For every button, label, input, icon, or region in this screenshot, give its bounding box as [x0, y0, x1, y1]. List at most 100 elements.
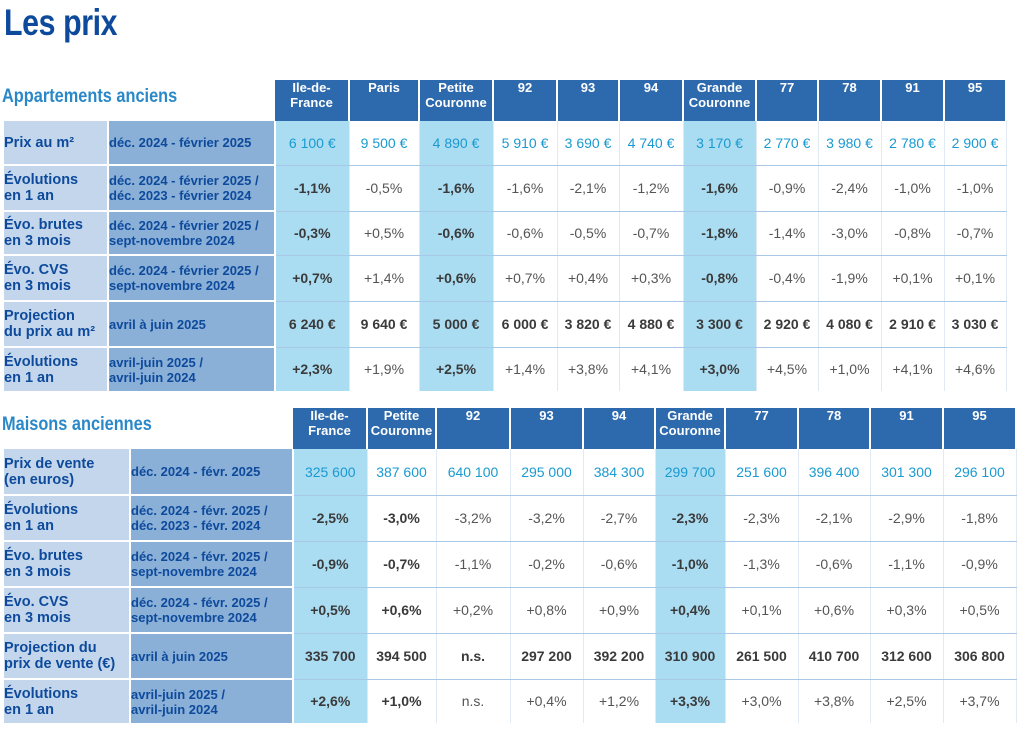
value-cell: +1,9%	[349, 347, 420, 391]
value-cell: 387 600	[367, 449, 437, 496]
value-cell: -1,1%	[436, 541, 511, 588]
value-cell: +1,0%	[818, 347, 882, 391]
value-cell: -3,2%	[510, 495, 584, 542]
row-label: Projection du prix de vente (€)	[4, 633, 131, 680]
value-cell: +4,1%	[619, 347, 684, 391]
houses-row: Prix de vente (en euros) déc. 2024 - févr.…	[4, 449, 1017, 496]
value-cell: -1,6%	[493, 165, 558, 212]
row-label: Évo. CVS en 3 mois	[4, 255, 109, 302]
value-cell: 335 700	[293, 633, 368, 680]
value-cell: -0,2%	[510, 541, 584, 588]
value-cell: -0,6%	[419, 211, 494, 256]
value-cell: -0,6%	[583, 541, 656, 588]
house-col-header: 92	[436, 408, 511, 449]
row-period: déc. 2024 - févr. 2025 /sept-novembre 20…	[130, 587, 294, 634]
row-label: Évo. CVS en 3 mois	[4, 587, 131, 634]
house-col-header: 95	[943, 408, 1017, 449]
value-cell: +2,5%	[419, 347, 494, 391]
value-cell: 4 080 €	[818, 301, 882, 348]
value-cell: -1,6%	[419, 165, 494, 212]
houses-row: Évolutions en 1 an déc. 2024 - févr. 2025 …	[4, 495, 1017, 542]
value-cell: 4 890 €	[419, 121, 494, 166]
apt-col-header: 93	[557, 80, 620, 121]
value-cell: 5 910 €	[493, 121, 558, 166]
row-period: déc. 2024 - février 2025 /sept-novembre …	[108, 255, 276, 302]
value-cell: -0,8%	[881, 211, 945, 256]
value-cell: +3,3%	[655, 679, 726, 723]
house-col-header: 93	[510, 408, 584, 449]
value-cell: -2,9%	[870, 495, 944, 542]
house-col-header: 94	[583, 408, 656, 449]
value-cell: -1,3%	[725, 541, 799, 588]
apartments-section-title: Appartements anciens	[2, 86, 178, 107]
value-cell: +2,3%	[275, 347, 350, 391]
row-period: déc. 2024 - février 2025	[108, 121, 276, 166]
value-cell: -0,9%	[756, 165, 819, 212]
value-cell: +3,7%	[943, 679, 1017, 723]
value-cell: 394 500	[367, 633, 437, 680]
value-cell: +0,7%	[275, 255, 350, 302]
apt-col-header: 77	[756, 80, 819, 121]
value-cell: 306 800	[943, 633, 1017, 680]
house-col-header: Grande Couronne	[655, 408, 726, 449]
apartments-row: Évo. CVS en 3 mois déc. 2024 - février 202…	[4, 255, 1007, 302]
value-cell: +0,4%	[510, 679, 584, 723]
apartments-row: Évo. brutes en 3 mois déc. 2024 - février …	[4, 211, 1007, 256]
value-cell: 3 980 €	[818, 121, 882, 166]
houses-section-title: Maisons anciennes	[2, 414, 152, 435]
apt-col-header: 91	[881, 80, 945, 121]
value-cell: +0,3%	[619, 255, 684, 302]
value-cell: 2 920 €	[756, 301, 819, 348]
value-cell: -1,1%	[275, 165, 350, 212]
value-cell: 384 300	[583, 449, 656, 496]
value-cell: -1,6%	[683, 165, 757, 212]
value-cell: 261 500	[725, 633, 799, 680]
value-cell: 3 030 €	[944, 301, 1007, 348]
value-cell: 6 240 €	[275, 301, 350, 348]
apt-col-header: 95	[944, 80, 1007, 121]
value-cell: 297 200	[510, 633, 584, 680]
value-cell: 9 640 €	[349, 301, 420, 348]
value-cell: 4 880 €	[619, 301, 684, 348]
houses-row: Évo. CVS en 3 mois déc. 2024 - févr. 2025 …	[4, 587, 1017, 634]
value-cell: +3,8%	[798, 679, 871, 723]
row-period: déc. 2024 - février 2025 /déc. 2023 - fé…	[108, 165, 276, 212]
value-cell: -3,0%	[818, 211, 882, 256]
value-cell: 3 690 €	[557, 121, 620, 166]
row-label: Évolutions en 1 an	[4, 679, 131, 723]
value-cell: 325 600	[293, 449, 368, 496]
value-cell: +1,4%	[349, 255, 420, 302]
value-cell: -1,2%	[619, 165, 684, 212]
value-cell: 251 600	[725, 449, 799, 496]
house-col-header: Petite Couronne	[367, 408, 437, 449]
houses-row: Projection du prix de vente (€) avril à ju…	[4, 633, 1017, 680]
value-cell: +0,5%	[349, 211, 420, 256]
value-cell: +0,5%	[293, 587, 368, 634]
row-label: Évo. brutes en 3 mois	[4, 211, 109, 256]
value-cell: -1,0%	[944, 165, 1007, 212]
apt-col-header: 92	[493, 80, 558, 121]
value-cell: -1,8%	[943, 495, 1017, 542]
house-col-header: 77	[725, 408, 799, 449]
apt-col-header: Grande Couronne	[683, 80, 757, 121]
value-cell: +1,0%	[367, 679, 437, 723]
value-cell: +0,2%	[436, 587, 511, 634]
value-cell: -1,8%	[683, 211, 757, 256]
value-cell: -3,2%	[436, 495, 511, 542]
value-cell: 4 740 €	[619, 121, 684, 166]
value-cell: -1,4%	[756, 211, 819, 256]
value-cell: -3,0%	[367, 495, 437, 542]
apt-col-header: 94	[619, 80, 684, 121]
value-cell: 3 170 €	[683, 121, 757, 166]
value-cell: 2 900 €	[944, 121, 1007, 166]
apt-col-header: Petite Couronne	[419, 80, 494, 121]
row-label: Projection du prix au m²	[4, 301, 109, 348]
value-cell: +3,0%	[725, 679, 799, 723]
value-cell: +0,1%	[881, 255, 945, 302]
apt-col-header: 78	[818, 80, 882, 121]
value-cell: 9 500 €	[349, 121, 420, 166]
row-period: déc. 2024 - févr. 2025	[130, 449, 294, 496]
value-cell: +0,4%	[655, 587, 726, 634]
value-cell: 295 000	[510, 449, 584, 496]
value-cell: 5 000 €	[419, 301, 494, 348]
